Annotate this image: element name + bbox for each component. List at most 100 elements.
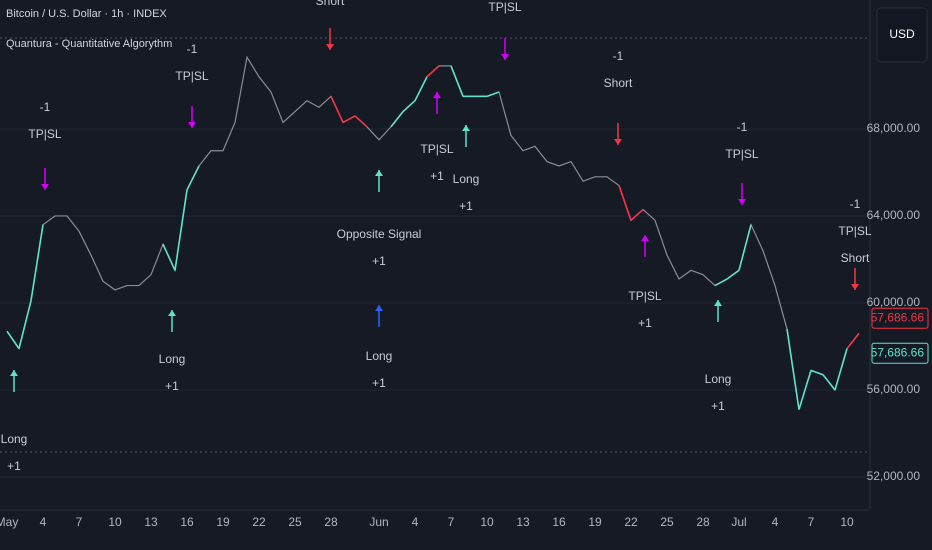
signal-label: +1 <box>7 459 21 473</box>
signal-label: -1 <box>40 100 51 114</box>
signal-segment <box>402 100 416 113</box>
signal-segment <box>786 328 800 410</box>
signal-label: Long <box>1 432 28 446</box>
signal-label: TP|SL <box>28 127 61 141</box>
signal-label: Long <box>453 172 480 186</box>
signal-label: TP|SL <box>838 224 871 238</box>
x-tick-label: 22 <box>624 515 638 529</box>
signal-segment <box>810 369 824 376</box>
x-tick-label: 7 <box>448 515 455 529</box>
signal-label: -1 <box>613 49 624 63</box>
x-tick-label: 13 <box>516 515 530 529</box>
x-tick-label: Jul <box>731 515 746 529</box>
currency-button[interactable] <box>876 7 928 63</box>
signal-label: TP|SL <box>420 142 453 156</box>
signal-arrowhead <box>641 235 649 241</box>
signal-arrowhead <box>188 122 196 128</box>
x-tick-label: 16 <box>180 515 194 529</box>
signal-label: +1 <box>638 316 652 330</box>
signal-arrowhead <box>851 284 859 290</box>
y-tick-label: 68,000.00 <box>867 121 921 135</box>
signal-segment <box>846 332 860 350</box>
signal-label: Long <box>159 352 186 366</box>
chart-title: Bitcoin / U.S. Dollar · 1h · INDEX <box>6 8 167 20</box>
signal-label: TP|SL <box>628 289 661 303</box>
signal-arrowhead <box>375 305 383 311</box>
signal-label: -1 <box>187 42 198 56</box>
signal-label: TP|SL <box>488 0 521 14</box>
signal-label: TP|SL <box>725 147 758 161</box>
signal-label: +1 <box>711 399 725 413</box>
signal-label: Long <box>705 372 732 386</box>
signal-label: TP|SL <box>175 69 208 83</box>
currency-label: USD <box>889 27 915 41</box>
x-tick-label: 19 <box>588 515 602 529</box>
signal-segment <box>354 115 368 128</box>
signal-segment <box>342 115 356 124</box>
signal-arrowhead <box>375 170 383 176</box>
signal-arrowhead <box>10 370 18 376</box>
signal-arrowhead <box>326 44 334 50</box>
signal-arrowhead <box>168 310 176 316</box>
indicator-name: Quantura - Quantitative Algorythm <box>6 38 172 50</box>
signal-arrowhead <box>433 92 441 98</box>
signal-label: Opposite Signal <box>337 227 422 241</box>
x-tick-label: Jun <box>369 515 388 529</box>
signal-segment <box>426 65 440 78</box>
x-tick-label: 4 <box>412 515 419 529</box>
x-tick-label: 16 <box>552 515 566 529</box>
signal-arrowhead <box>462 125 470 131</box>
signal-arrowhead <box>614 139 622 145</box>
y-tick-label: 60,000.00 <box>867 295 921 309</box>
signal-segment <box>726 269 740 280</box>
signal-label: +1 <box>372 254 386 268</box>
signal-segment <box>618 185 632 221</box>
signal-segment <box>162 243 176 271</box>
x-tick-label: 25 <box>660 515 674 529</box>
signal-label: +1 <box>165 379 179 393</box>
signal-arrowhead <box>714 300 722 306</box>
price-badge <box>871 342 929 364</box>
x-tick-label: May <box>0 515 18 529</box>
price-label: 57,686.66 <box>871 345 925 359</box>
signal-segment <box>714 278 728 287</box>
signal-segment <box>450 65 464 97</box>
signal-label: -1 <box>850 197 861 211</box>
signal-segment <box>18 300 32 349</box>
signal-label: +1 <box>372 376 386 390</box>
x-tick-label: 25 <box>288 515 302 529</box>
signal-segment <box>798 370 812 410</box>
signal-label: -1 <box>737 120 748 134</box>
signal-arrowhead <box>738 199 746 205</box>
signal-arrowhead <box>41 184 49 190</box>
y-tick-label: 56,000.00 <box>867 382 921 396</box>
price-label: 57,686.66 <box>871 310 925 324</box>
x-tick-label: 10 <box>840 515 854 529</box>
signal-segment <box>6 330 20 350</box>
signal-segment <box>30 224 44 301</box>
signal-label: Short <box>841 251 870 265</box>
signal-segment <box>174 189 188 271</box>
signal-segment <box>390 111 404 128</box>
x-tick-label: 10 <box>108 515 122 529</box>
signal-label: +1 <box>459 199 473 213</box>
x-tick-label: 13 <box>144 515 158 529</box>
signal-label: +1 <box>430 169 444 183</box>
x-tick-label: 28 <box>696 515 710 529</box>
signal-segment <box>330 96 344 123</box>
x-tick-label: 7 <box>808 515 815 529</box>
x-tick-label: 22 <box>252 515 266 529</box>
x-tick-label: 7 <box>76 515 83 529</box>
signal-segment <box>630 208 644 221</box>
x-tick-label: 4 <box>772 515 779 529</box>
signal-segment <box>822 374 836 391</box>
price-badge <box>871 307 929 329</box>
signal-segment <box>834 348 848 391</box>
signal-arrowhead <box>501 54 509 60</box>
signal-segment <box>186 165 200 191</box>
signal-segment <box>738 224 752 271</box>
signal-label: Short <box>316 0 345 8</box>
